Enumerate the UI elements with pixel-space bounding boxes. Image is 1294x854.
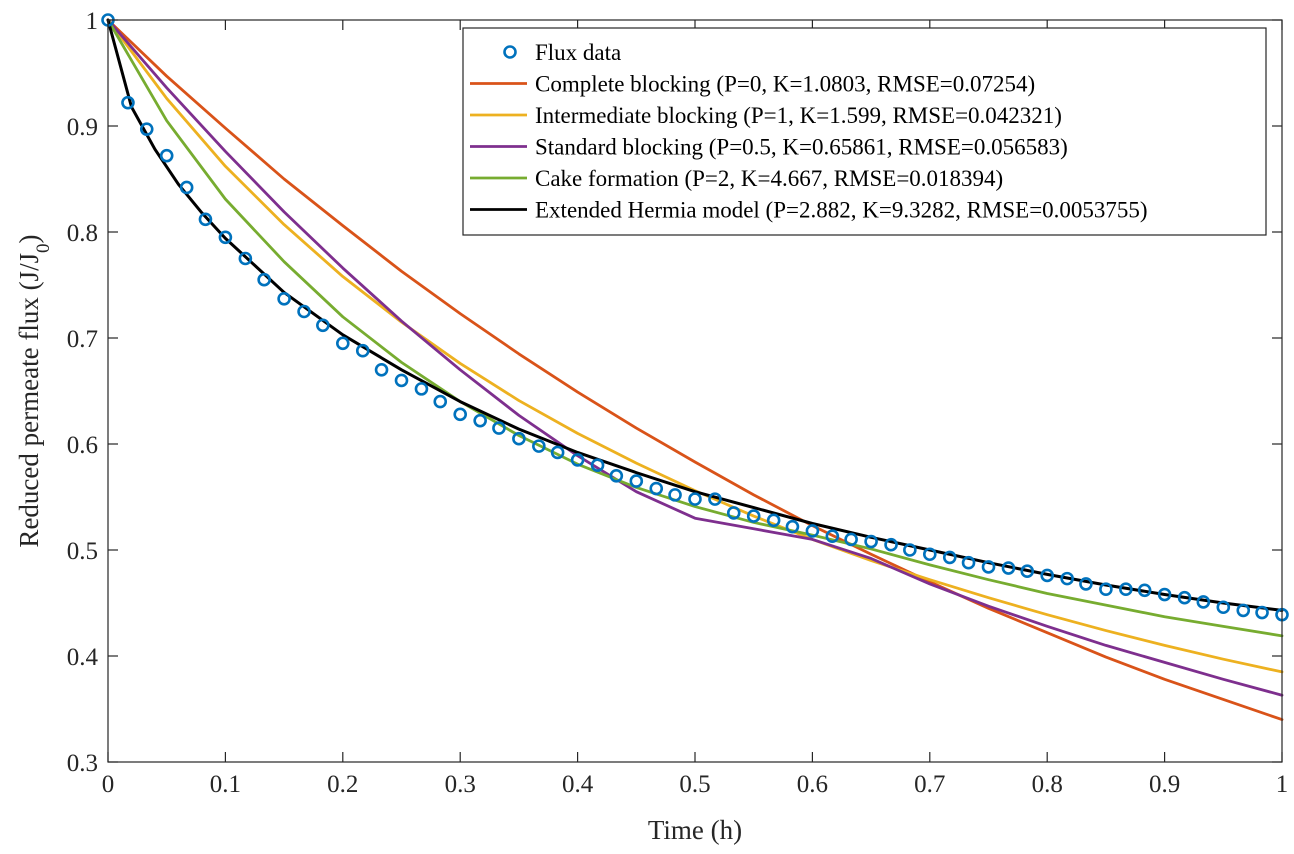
data-point: [532, 439, 546, 453]
data-point: [785, 519, 800, 534]
legend-label: Extended Hermia model (P=2.882, K=9.3282…: [535, 198, 1148, 223]
data-point: [1079, 577, 1093, 591]
legend-label: Complete blocking (P=0, K=1.0803, RMSE=0…: [535, 72, 1035, 97]
data-point: [942, 550, 957, 565]
legend-label: Standard blocking (P=0.5, K=0.65861, RMS…: [535, 135, 1068, 160]
data-point: [1119, 582, 1133, 597]
x-tick-label: 0.7: [914, 771, 945, 798]
y-tick-label: 0.7: [67, 326, 98, 353]
data-point: [629, 474, 644, 488]
data-point: [746, 509, 761, 523]
data-point: [766, 513, 781, 528]
x-tick-label: 0: [102, 771, 115, 798]
data-point: [609, 468, 624, 483]
data-point: [825, 529, 840, 544]
y-tick-label: 0.3: [67, 750, 98, 777]
data-point: [961, 555, 976, 570]
data-point: [570, 453, 585, 467]
data-point: [1020, 564, 1035, 579]
data-point: [179, 180, 194, 195]
data-point: [1216, 600, 1231, 615]
x-tick-label: 0.5: [679, 771, 710, 798]
x-tick-label: 0.8: [1032, 771, 1063, 798]
data-point: [805, 524, 820, 538]
data-point: [1137, 583, 1152, 598]
data-point: [257, 272, 271, 287]
data-point: [198, 212, 213, 227]
data-point: [903, 543, 917, 557]
data-point: [453, 407, 468, 422]
data-point: [649, 481, 664, 496]
x-tick-label: 0.1: [210, 771, 241, 798]
y-tick-label: 0.6: [67, 432, 98, 459]
data-point: [1099, 582, 1113, 597]
data-point: [473, 413, 487, 428]
series-line-0: [106, 18, 1284, 721]
data-point: [688, 492, 702, 506]
data-point: [159, 148, 174, 163]
data-point: [1001, 561, 1016, 575]
data-point: [335, 336, 350, 351]
y-tick-label: 1: [86, 8, 99, 35]
x-tick-label: 0.6: [797, 771, 828, 798]
y-tick-label: 0.8: [67, 220, 98, 247]
data-point: [864, 534, 878, 549]
y-tick-label: 0.4: [67, 644, 99, 671]
legend-marker: [503, 45, 517, 59]
data-point: [414, 382, 429, 396]
data-point: [1177, 590, 1192, 605]
data-point: [355, 343, 370, 358]
data-point: [139, 122, 154, 136]
data-point: [726, 506, 741, 520]
x-tick-label: 1: [1276, 771, 1289, 798]
data-point: [1236, 603, 1251, 618]
y-tick-label: 0.9: [67, 114, 98, 141]
data-point: [590, 458, 605, 473]
data-point: [512, 431, 526, 446]
x-axis-title: Time (h): [648, 815, 742, 845]
data-point: [121, 95, 135, 110]
data-point: [1040, 568, 1054, 583]
y-tick-label: 0.5: [67, 538, 98, 565]
data-point: [394, 373, 409, 388]
data-point: [316, 318, 330, 333]
data-point: [1255, 605, 1269, 620]
data-point: [844, 532, 858, 547]
data-point: [1157, 587, 1172, 602]
series-line-4: [106, 18, 1284, 612]
series-line-3: [106, 18, 1284, 638]
data-point: [668, 488, 682, 502]
legend-label: Cake formation (P=2, K=4.667, RMSE=0.018…: [535, 166, 1003, 191]
data-point: [550, 445, 565, 460]
data-point: [492, 421, 506, 435]
data-point: [433, 394, 448, 409]
data-point: [922, 547, 937, 562]
data-point: [277, 291, 291, 306]
data-point: [238, 251, 253, 266]
y-axis-title: Reduced permeate flux (J/J0): [14, 234, 54, 547]
x-tick-label: 0.9: [1149, 771, 1180, 798]
legend-label: Intermediate blocking (P=1, K=1.599, RMS…: [535, 103, 1062, 128]
data-point: [884, 537, 898, 552]
legend-label: Flux data: [535, 40, 621, 65]
legend: Flux data Complete blocking (P=0, K=1.080…: [462, 27, 1267, 236]
x-tick-label: 0.3: [445, 771, 476, 798]
data-point: [374, 362, 389, 377]
data-point: [981, 560, 996, 574]
data-point: [218, 230, 233, 245]
series-layer: [101, 13, 1289, 721]
x-tick-label: 0.4: [562, 771, 594, 798]
data-point: [1196, 595, 1211, 609]
data-point: [1060, 571, 1074, 586]
legend-box: [462, 27, 1267, 236]
x-tick-label: 0.2: [327, 771, 358, 798]
series-line-2: [106, 18, 1284, 697]
data-point: [297, 304, 311, 319]
data-point: [708, 492, 722, 506]
axes-layer: 0 0.1 0.2 0.3 0.4 0.5 0.6 0.7 0.8 0.9 1 0.3 0.4 0.5 0.…: [14, 8, 1288, 845]
